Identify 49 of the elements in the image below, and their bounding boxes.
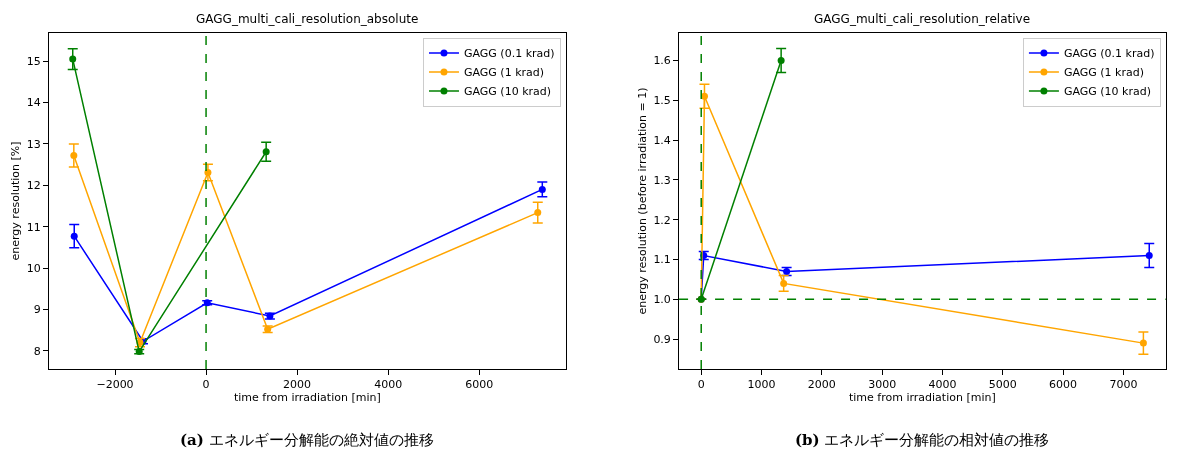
text: (a) エネルギー分解能の絶対値の推移 <box>180 431 434 449</box>
chart-title: GAGG_multi_cali_resolution_absolute <box>196 12 419 26</box>
y-tick-label: 12 <box>26 179 41 193</box>
x-tick-label: 6000 <box>465 378 494 392</box>
y-tick-label: 1.4 <box>653 133 671 147</box>
legend-label: GAGG (1 krad) <box>463 66 545 80</box>
x-tick-label: 1000 <box>747 378 776 392</box>
y-axis-title: energy resolution (before irradiation = 1) <box>636 87 650 315</box>
y-tick-label: 1.6 <box>653 54 671 68</box>
x-tick-label: 7000 <box>1109 378 1138 392</box>
point <box>69 55 77 63</box>
x-axis-title: time from irradiation [min] <box>848 391 996 405</box>
x-tick-label: 4000 <box>374 378 403 392</box>
x-tick-label: 0 <box>202 378 210 392</box>
point <box>1139 339 1147 347</box>
point <box>777 56 785 64</box>
y-tick-label: 9 <box>33 303 41 317</box>
legend-label: GAGG (10 krad) <box>1063 85 1152 99</box>
y-tick-label: 1.2 <box>653 213 671 227</box>
y-tick-label: 11 <box>26 220 41 234</box>
x-tick-label: 3000 <box>868 378 897 392</box>
y-tick-label: 10 <box>26 261 41 275</box>
legend-label: GAGG (1 krad) <box>1063 66 1145 80</box>
x-tick-label: 4000 <box>928 378 957 392</box>
x-tick-label: 2000 <box>283 378 312 392</box>
legend-label: GAGG (0.1 krad) <box>1063 47 1155 61</box>
y-tick-label: 0.9 <box>653 332 671 346</box>
x-tick-label: 0 <box>697 378 705 392</box>
y-tick-label: 1.1 <box>653 253 671 267</box>
y-axis-title: energy resolution [%] <box>9 141 23 261</box>
x-tick-label: 2000 <box>807 378 836 392</box>
text: (b) エネルギー分解能の相対値の推移 <box>795 431 1050 449</box>
point <box>700 92 708 100</box>
x-tick-label: −2000 <box>96 378 134 392</box>
legend-label: GAGG (10 krad) <box>463 85 552 99</box>
x-tick-label: 6000 <box>1049 378 1078 392</box>
x-axis-title: time from irradiation [min] <box>233 391 381 405</box>
point <box>262 148 270 156</box>
y-tick-label: 1.5 <box>653 94 671 108</box>
x-tick-label: 5000 <box>988 378 1017 392</box>
y-tick-label: 14 <box>26 96 41 110</box>
point <box>70 232 78 240</box>
y-tick-label: 1.3 <box>653 173 671 187</box>
y-tick-label: 8 <box>33 344 41 358</box>
y-tick-label: 15 <box>26 54 41 68</box>
y-tick-label: 1.0 <box>653 293 671 307</box>
chart-title: GAGG_multi_cali_resolution_relative <box>814 12 1031 26</box>
legend-label: GAGG (0.1 krad) <box>463 47 555 61</box>
y-tick-label: 13 <box>26 137 41 151</box>
